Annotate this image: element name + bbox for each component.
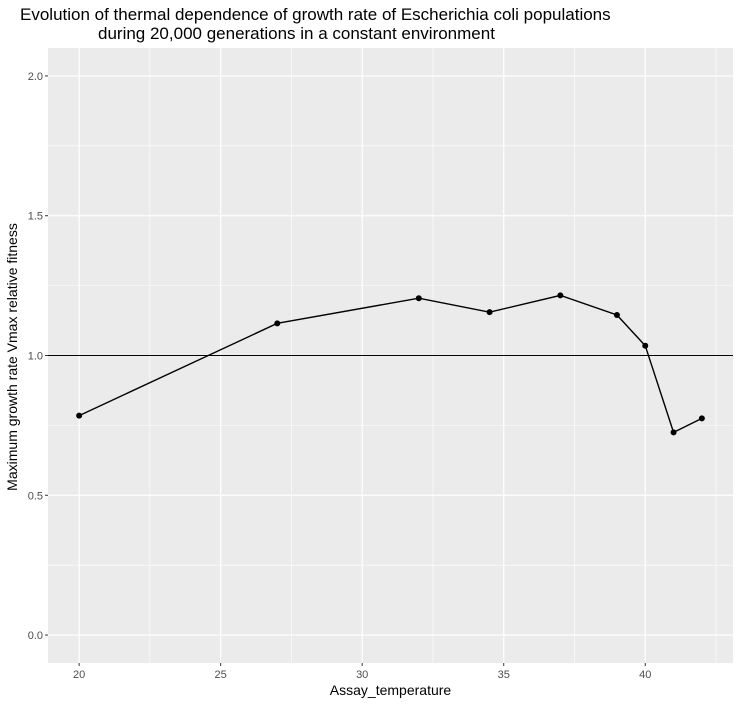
x-axis-ticks: 20 25 30 35 40 [73, 663, 651, 681]
x-tick-label: 25 [215, 669, 227, 681]
title-line-1: Evolution of thermal dependence of growt… [20, 5, 611, 24]
data-point [274, 320, 281, 327]
x-tick-label: 30 [356, 669, 368, 681]
y-tick-label: 1.0 [28, 351, 43, 363]
x-tick-label: 20 [73, 669, 85, 681]
data-point [613, 311, 620, 318]
y-axis-ticks: 0.0 0.5 1.0 1.5 2.0 [28, 71, 48, 642]
data-point [642, 342, 649, 349]
x-axis-title: Assay_temperature [330, 682, 452, 698]
title-line-2: during 20,000 generations in a constant … [98, 24, 495, 43]
x-tick-label: 40 [639, 669, 651, 681]
y-axis-title: Maximum growth rate Vmax relative fitnes… [4, 223, 20, 491]
y-tick-label: 0.5 [28, 490, 43, 502]
y-tick-label: 1.5 [28, 211, 43, 223]
y-tick-label: 0.0 [28, 630, 43, 642]
data-point [486, 309, 493, 316]
data-points [76, 292, 705, 436]
x-tick-label: 35 [498, 669, 510, 681]
data-point [76, 412, 83, 419]
chart-title: Evolution of thermal dependence of growt… [20, 5, 611, 43]
data-point [670, 429, 677, 436]
y-tick-label: 2.0 [28, 71, 43, 83]
data-point [698, 415, 705, 422]
data-point [557, 292, 564, 299]
data-point [415, 295, 422, 302]
